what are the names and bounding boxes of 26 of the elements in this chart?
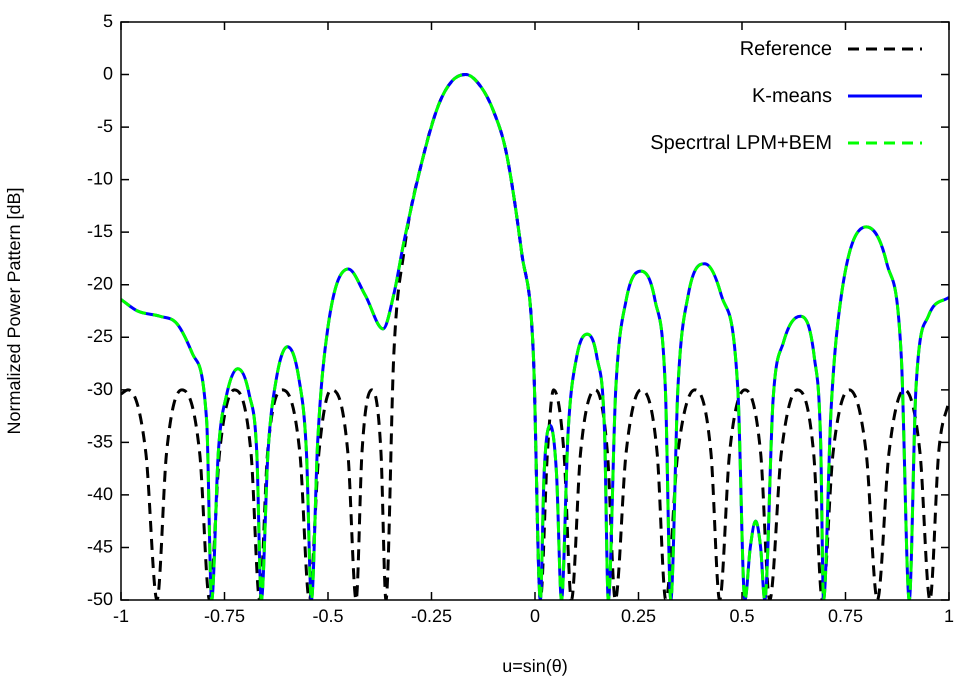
y-tick-label: -40 — [86, 484, 113, 504]
y-axis-title: Normalized Power Pattern [dB] — [4, 187, 24, 435]
x-axis-title: u=sin(θ) — [502, 656, 568, 676]
y-tick-label: -20 — [86, 274, 113, 294]
y-tick-label: -45 — [86, 536, 113, 556]
y-tick-label: 5 — [102, 10, 113, 31]
legend-label: Specrtral LPM+BEM — [650, 131, 832, 156]
y-tick-label: -5 — [96, 116, 113, 136]
x-tick-label: 0.25 — [620, 606, 656, 626]
legend-label: Reference — [740, 37, 832, 62]
x-tick-label: -1 — [112, 606, 130, 626]
x-tick-label: -0.25 — [410, 606, 452, 626]
y-tick-label: -50 — [86, 588, 113, 609]
x-tick-label: 0.75 — [828, 606, 864, 626]
y-tick-label: -10 — [86, 168, 113, 189]
y-tick-label: 0 — [102, 64, 113, 84]
y-tick-label: -30 — [86, 378, 113, 399]
y-tick-label: -35 — [86, 431, 113, 452]
y-tick-label: -15 — [86, 221, 113, 242]
x-tick-label: -0.5 — [312, 606, 344, 626]
x-tick-label: 1 — [944, 606, 954, 626]
x-tick-label: -0.75 — [204, 606, 246, 626]
x-tick-label: 0.5 — [729, 606, 755, 626]
y-tick-label: -25 — [86, 326, 113, 346]
x-tick-label: 0 — [530, 606, 540, 626]
legend-label: K-means — [752, 84, 832, 109]
